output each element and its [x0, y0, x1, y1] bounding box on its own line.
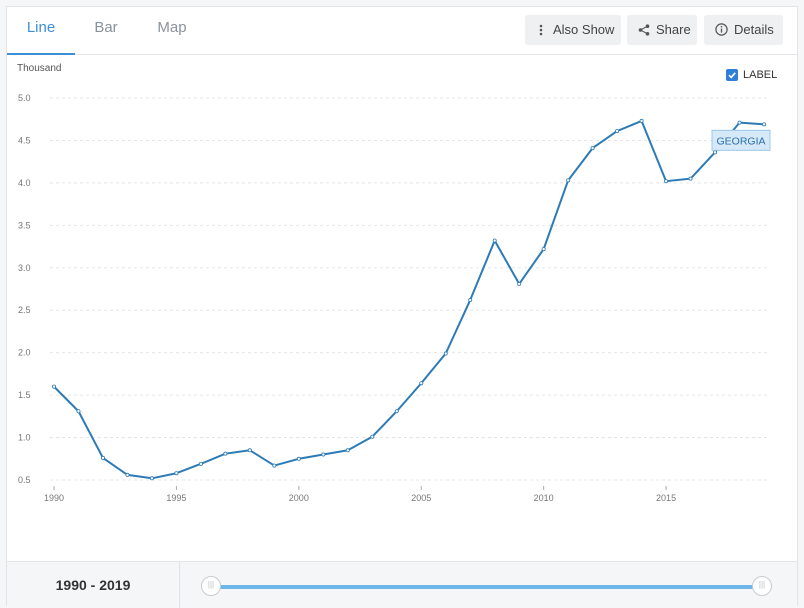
- more-vertical-icon: [539, 24, 543, 36]
- x-tick-label: 2000: [289, 493, 309, 503]
- data-point: [517, 281, 522, 286]
- details-label: Details: [734, 22, 774, 37]
- data-point: [590, 146, 595, 151]
- series-annotation-box: [711, 129, 771, 151]
- data-point: [296, 456, 301, 461]
- data-point: [125, 472, 130, 477]
- share-button[interactable]: Share: [627, 15, 697, 45]
- data-point: [52, 384, 57, 389]
- data-point: [321, 452, 326, 457]
- x-tick-label: 2005: [411, 493, 431, 503]
- data-point: [468, 298, 473, 303]
- info-icon: [715, 23, 728, 36]
- checkbox-checked-icon[interactable]: [726, 69, 738, 81]
- data-point: [394, 409, 399, 414]
- also-show-button[interactable]: Also Show: [525, 15, 621, 45]
- data-point: [737, 120, 742, 125]
- share-label: Share: [656, 22, 691, 37]
- range-start-handle[interactable]: [201, 576, 221, 596]
- range-end-handle[interactable]: [752, 576, 772, 596]
- range-slider-track[interactable]: [211, 585, 761, 589]
- y-tick-label: 0.5: [18, 475, 31, 485]
- x-tick-label: 2010: [534, 493, 554, 503]
- data-point: [272, 463, 277, 468]
- year-range-label: 1990 - 2019: [7, 562, 180, 608]
- data-point: [198, 461, 203, 466]
- data-point: [174, 471, 179, 476]
- data-point: [419, 381, 424, 386]
- data-point: [566, 178, 571, 183]
- data-point: [100, 455, 105, 460]
- data-point: [762, 122, 767, 127]
- y-tick-label: 5.0: [18, 93, 31, 103]
- data-point: [247, 448, 252, 453]
- range-slider-bar: 1990 - 2019: [7, 561, 797, 608]
- y-tick-label: 4.0: [18, 178, 31, 188]
- series-annotation-label: GEORGIA: [716, 135, 765, 147]
- data-point: [615, 129, 620, 134]
- x-tick-label: 1995: [166, 493, 186, 503]
- data-point: [639, 118, 644, 123]
- line-chart: 0.5 1.0 1.5 2.0 2.5 3.0 3.5 4.0 4.5 5.0 1990 1995 20…: [18, 93, 771, 503]
- data-point: [541, 247, 546, 252]
- details-button[interactable]: Details: [704, 15, 783, 45]
- data-point: [149, 476, 154, 481]
- y-tick-label: 3.0: [18, 263, 31, 273]
- y-tick-label: 2.0: [18, 348, 31, 358]
- unit-label: Thousand: [17, 63, 62, 74]
- data-point: [443, 351, 448, 356]
- series-line: [53, 119, 765, 480]
- data-point: [370, 434, 375, 439]
- legend-label: LABEL: [743, 69, 778, 81]
- tab-line[interactable]: Line: [7, 7, 75, 55]
- chart-panel: Line Bar Map Also Show Share Details: [6, 6, 798, 608]
- y-tick-label: 3.5: [18, 220, 31, 230]
- data-point: [76, 409, 81, 414]
- data-point: [688, 176, 693, 181]
- data-point: [664, 179, 669, 184]
- x-tick-label: 1990: [44, 493, 64, 503]
- data-point: [492, 238, 497, 243]
- y-tick-label: 1.5: [18, 390, 31, 400]
- y-tick-label: 1.0: [18, 433, 31, 443]
- tab-bar[interactable]: Bar: [94, 19, 118, 36]
- also-show-label: Also Show: [553, 22, 615, 37]
- view-tabs: Line Bar Map Also Show Share Details: [7, 7, 797, 55]
- data-point: [713, 150, 718, 155]
- x-tick-label: 2015: [656, 493, 676, 503]
- y-tick-label: 2.5: [18, 305, 31, 315]
- share-icon: [638, 24, 650, 36]
- tab-map[interactable]: Map: [157, 19, 187, 36]
- data-point: [223, 451, 228, 456]
- y-tick-label: 4.5: [18, 135, 31, 145]
- data-point: [345, 448, 350, 453]
